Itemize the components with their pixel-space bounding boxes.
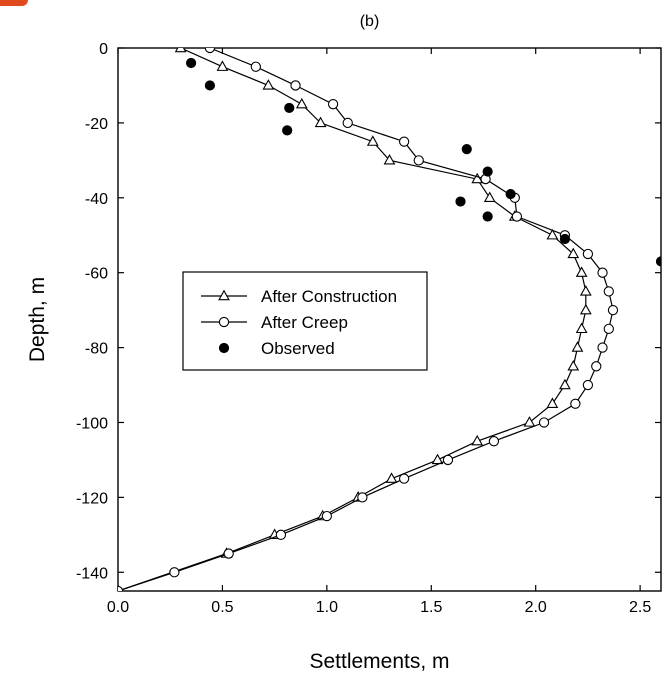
data-point [567,359,580,371]
data-point [461,144,472,155]
x-axis: 0.0 0.5 1.0 1.5 2.0 2.5 [107,48,651,616]
data-point [398,136,410,147]
y-axis: 0 -20 -40 -60 -80 -100 -120 -140 [76,41,661,582]
data-point [185,57,197,69]
x-axis-label: Settlements, m [309,650,449,673]
data-point [290,80,301,91]
legend-marker [218,342,230,354]
data-point [523,416,536,427]
data-point [571,341,584,352]
series-1 [118,48,592,591]
data-point [471,172,484,184]
data-point [575,266,588,277]
data-point [591,361,602,372]
data-point [366,135,379,146]
y-tick-label: -40 [85,191,108,208]
y-tick-label: -140 [76,565,108,582]
series-3 [185,57,661,267]
x-tick-label: 2.0 [525,599,547,616]
y-tick-label: -100 [76,415,108,432]
data-point [216,60,229,71]
data-point [567,247,580,259]
data-point [575,322,588,334]
data-point [482,211,493,222]
data-point [482,166,493,177]
data-point [442,454,454,466]
legend-label: After Creep [261,313,348,332]
data-point [455,196,466,207]
data-point [385,472,398,483]
data-point [603,286,614,297]
legend-entry: Observed [218,339,335,358]
x-tick-label: 1.5 [420,599,442,616]
legend-entry: After Construction [201,287,397,306]
data-point [431,453,444,465]
data-point [505,188,516,200]
data-point [582,248,594,260]
series-line [118,48,614,591]
data-point [327,99,339,110]
data-point [511,211,523,222]
data-point [118,585,124,591]
data-point [546,228,559,240]
data-point [204,48,216,54]
data-point [321,510,332,522]
legend: After Construction After Creep Observed [182,271,428,371]
data-point [538,417,550,428]
data-point [174,48,187,53]
data-point [282,125,293,136]
data-point [546,397,559,408]
data-point [607,304,619,316]
data-point [488,436,500,447]
data-point [413,155,424,166]
data-point [398,473,410,484]
series-layer [118,48,661,591]
data-point [655,256,661,267]
logo-fragment [0,0,28,6]
x-tick-label: 0.5 [211,599,233,616]
data-point [295,97,308,109]
data-point [559,233,571,245]
data-point [582,379,594,391]
legend-label: Observed [261,339,335,358]
legend-entry: After Creep [201,313,348,332]
data-point [579,285,592,296]
y-tick-label: -20 [85,116,108,133]
x-tick-label: 1.0 [316,599,338,616]
x-tick-label: 0.0 [107,599,129,616]
data-point [314,116,327,128]
legend-marker [218,289,230,301]
data-point [579,303,592,315]
y-tick-label: -120 [76,490,108,507]
data-point [603,323,614,335]
data-point [383,154,396,165]
panel-label: (b) [360,13,380,30]
plot-frame [117,47,662,592]
data-point [471,434,484,446]
x-tick-label: 2.5 [629,599,651,616]
data-point [262,79,275,90]
data-point [570,398,581,409]
y-axis-label: Depth, m [26,277,49,362]
y-tick-label: -80 [85,341,108,358]
data-point [597,267,608,278]
data-point [204,80,215,91]
data-point [483,191,496,202]
data-point [169,567,180,578]
y-tick-label: -60 [85,266,108,283]
data-point [284,102,295,114]
y-tick-label: 0 [99,41,108,58]
data-point [342,117,353,129]
data-point [357,492,368,503]
data-point [559,378,571,390]
data-point [597,342,608,353]
data-point [250,61,261,72]
legend-label: After Construction [261,287,397,306]
data-point [223,548,234,559]
legend-marker [218,316,230,328]
data-point [275,529,287,540]
